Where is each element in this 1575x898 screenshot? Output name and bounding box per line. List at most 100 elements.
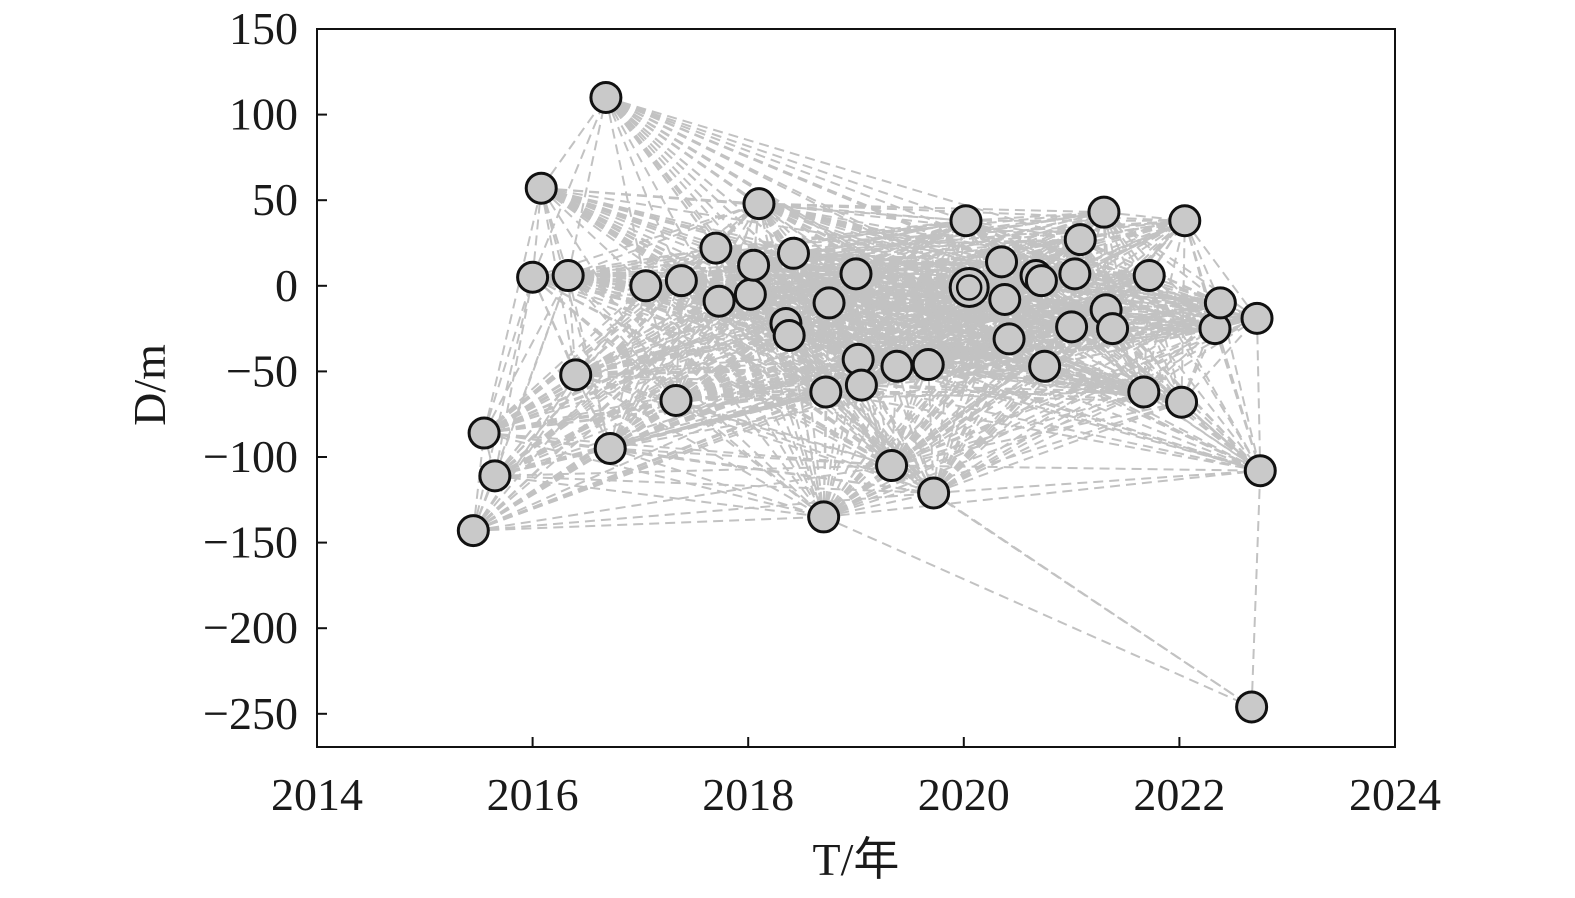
x-tick-label: 2014	[271, 769, 363, 820]
pair-edge	[483, 276, 534, 434]
pair-edge	[788, 219, 1186, 337]
pair-edge	[792, 253, 827, 393]
pair-edge	[575, 365, 1045, 376]
pair-edge	[718, 300, 859, 361]
pair-edge	[1112, 301, 1221, 330]
pair-edge	[932, 299, 1006, 494]
pair-edge	[822, 384, 863, 518]
pair-edge	[1256, 318, 1262, 471]
pair-edge	[540, 187, 677, 402]
pair-edge	[483, 285, 647, 434]
pair-edge	[891, 327, 1114, 467]
acquisition-point	[1063, 223, 1097, 257]
pair-edge	[644, 285, 677, 401]
pair-edge	[494, 474, 934, 494]
acquisition-point	[742, 187, 776, 221]
pair-edge	[828, 238, 1081, 304]
pair-edge	[674, 280, 683, 401]
pair-edge	[822, 363, 930, 518]
pair-edge	[1219, 302, 1262, 471]
x-ticks: 2014 2016 2018 2020 2022 2024	[271, 737, 1441, 820]
pair-edge	[1001, 260, 1258, 320]
acquisition-point	[593, 431, 627, 465]
acquisition-point	[559, 358, 593, 392]
pair-edge	[675, 293, 752, 402]
acquisition-point	[516, 260, 550, 294]
pair-edge	[932, 365, 1046, 494]
pair-edge	[933, 302, 1221, 494]
pair-edge	[605, 96, 1037, 277]
pair-edge	[822, 365, 898, 518]
pair-edge	[675, 247, 717, 401]
pair-edge	[1035, 274, 1145, 393]
pair-edge	[785, 317, 1258, 325]
pair-edge	[822, 273, 857, 518]
acquisition-point	[839, 257, 873, 291]
pair-edge	[1183, 220, 1258, 319]
pair-edge	[605, 96, 859, 361]
pair-edge	[605, 96, 720, 302]
pair-edge	[793, 252, 1258, 320]
pair-edge	[758, 203, 863, 386]
acquisition-point	[664, 264, 698, 298]
pair-edge	[1214, 328, 1262, 471]
acquisition-point	[1028, 349, 1062, 383]
pair-edge	[758, 202, 1081, 241]
pair-edge	[531, 97, 607, 278]
y-tick-label: 50	[252, 174, 298, 225]
pair-edge	[750, 211, 1105, 296]
pair-edge	[965, 219, 1258, 320]
pair-edge	[855, 272, 1216, 330]
pair-edge	[828, 211, 1105, 304]
pair-edge	[714, 247, 825, 518]
pair-edge	[1044, 365, 1261, 472]
pair-edge	[567, 274, 893, 467]
acquisition-point	[1168, 204, 1202, 238]
x-tick-label: 2020	[918, 769, 1010, 820]
pair-edge	[567, 274, 898, 368]
pair-edge	[644, 285, 825, 518]
pair-edge	[609, 252, 795, 450]
acquisition-point	[776, 236, 810, 270]
y-tick-label: 100	[229, 89, 298, 140]
pair-edge	[1000, 261, 1046, 367]
pair-edge	[540, 187, 647, 287]
pair-edge	[823, 491, 934, 518]
pair-edge	[494, 219, 967, 477]
pair-edge	[752, 264, 825, 518]
y-tick-label: −150	[203, 517, 298, 568]
pair-edge	[675, 308, 1107, 402]
pair-edge	[896, 261, 1003, 367]
pair-edge	[857, 238, 1081, 361]
pair-edge	[575, 272, 857, 376]
pair-edge	[855, 272, 1010, 340]
pair-edge	[1074, 219, 1186, 275]
pair-edge	[793, 219, 967, 255]
pair-edge	[927, 363, 1261, 472]
pair-edge	[680, 279, 827, 393]
acquisition-point	[880, 349, 914, 383]
acquisition-point	[551, 259, 585, 293]
pair-edge	[1074, 272, 1216, 330]
pair-edge	[1074, 272, 1150, 277]
pair-edge	[1008, 317, 1258, 340]
acquisition-point	[702, 284, 736, 318]
pair-edge	[896, 238, 1081, 368]
pair-edge	[567, 274, 935, 494]
pair-edge	[965, 219, 1081, 241]
pair-edge	[675, 219, 967, 402]
pair-edge	[860, 238, 1081, 386]
pair-edge	[1143, 391, 1261, 472]
pair-edge	[793, 219, 1185, 255]
pair-edge	[822, 279, 1043, 518]
pair-edge	[1071, 325, 1215, 330]
acquisition-point	[1055, 310, 1089, 344]
pair-edge	[828, 219, 967, 304]
x-tick-label: 2022	[1133, 769, 1225, 820]
acquisition-point	[807, 500, 841, 534]
pair-edge	[891, 464, 1261, 472]
pair-edge	[609, 447, 824, 518]
pair-edge	[605, 96, 755, 266]
pair-edge	[494, 474, 824, 518]
pair-edge	[680, 279, 893, 467]
